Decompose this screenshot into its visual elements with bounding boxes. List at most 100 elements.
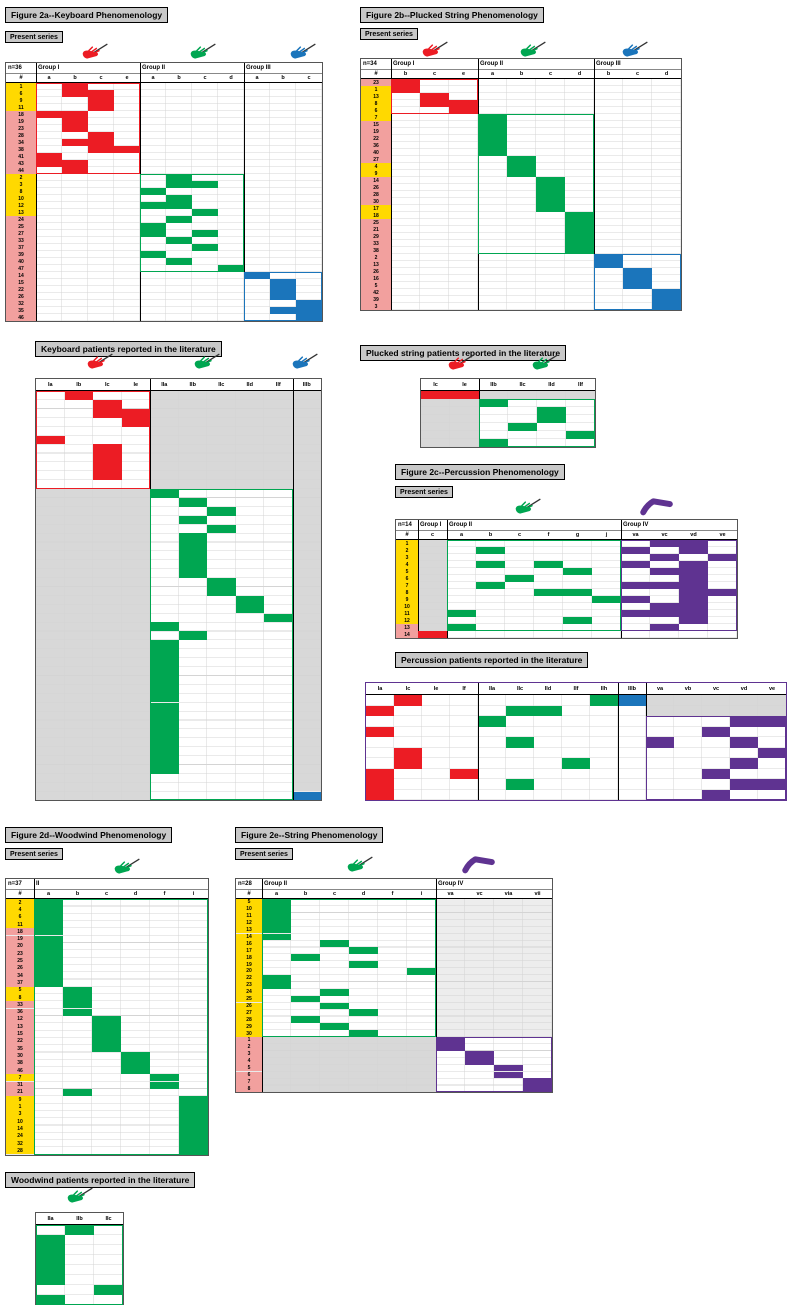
data-cell-G [150,738,179,747]
purple-arm-icon [640,494,674,516]
column-header: b [75,891,80,897]
data-cell-G [534,561,563,568]
data-cell-G [207,524,236,534]
row-number: 12 [6,202,36,209]
green-hand-icon [112,857,146,879]
row-number: 9 [6,1096,34,1104]
green-hand-icon [345,855,379,877]
column-header: IIa [161,382,168,388]
column-header: IIb [189,382,196,388]
column-header: Ia [47,382,53,388]
column-header: Ib [76,382,82,388]
data-cell-G [349,1009,378,1017]
data-cell-B [296,314,322,321]
fig2d-present-series-label: Present series [5,848,63,860]
data-cell-G [537,415,566,423]
data-cell-G [349,1030,378,1037]
row-number-rule [391,59,392,310]
row-number-header: # [18,891,22,897]
data-cell-G [140,202,166,209]
row-number: 1 [361,86,391,93]
data-cell-G [291,954,320,962]
data-cell-P [679,547,708,554]
fig2a-present-series-label: Present series [5,31,63,43]
pl-lit-title: Plucked string patients reported in the … [360,345,567,361]
data-cell-P [621,547,650,554]
row-number: 12 [396,617,418,624]
row-number: 5 [361,282,391,289]
row-number: 6 [236,1071,262,1079]
column-header: Ia [377,686,383,692]
column-header: c [635,71,640,77]
row-number: 37 [6,979,34,987]
column-header: c [517,532,522,538]
column-header: IIb [490,382,497,388]
data-cell-P [494,1064,523,1072]
data-cell-P [523,1085,552,1093]
data-cell-G [562,758,590,769]
data-cell-G [479,399,508,407]
data-cell-P [646,737,674,748]
group-boundary-rule [292,379,294,801]
row-number: 26 [6,293,36,300]
data-cell-P [708,554,737,561]
header-rule [236,898,552,899]
data-cell-G [565,226,594,233]
data-cell-R [62,125,88,132]
kb-lit-table: Ia Ib Ic Ie IIa IIb IIc IId IIf IIIb [35,378,322,802]
data-cell-B [652,303,681,310]
data-cell-P [758,747,786,758]
row-number: 18 [361,212,391,219]
row-number: 28 [361,191,391,198]
header-mid-rule [6,888,208,890]
data-cell-G [34,942,63,951]
row-number-rule [34,879,35,1155]
data-cell-P [650,540,679,547]
ww-lit-title: Woodwind patients reported in the litera… [5,1172,196,1188]
row-number: 11 [396,610,418,617]
row-number-rule [418,520,419,638]
row-number: 29 [361,233,391,240]
row-number: 27 [6,230,36,237]
data-cell-G [65,1225,94,1235]
fig2a-table: n=36 # Group I Group II Group III a b c e a b c d a b c… [5,62,323,322]
data-cell-P [679,575,708,582]
row-number: 9 [396,596,418,603]
data-cell-P [679,589,708,596]
data-cell-P [679,596,708,603]
column-header: IIb [76,1216,83,1222]
row-number: 3 [6,181,36,188]
row-number: 38 [6,146,36,153]
data-cell-G [166,195,192,202]
data-cell-R [121,417,150,427]
column-header: vc [661,532,668,538]
row-number: 8 [361,100,391,107]
data-cell-G [478,135,507,142]
row-number: 18 [6,111,36,118]
data-cell-G [478,128,507,135]
row-number: 33 [6,1001,34,1009]
blue-hand-icon [620,40,654,62]
data-cell-G [534,705,562,716]
data-cell-G [36,1255,65,1265]
row-number: 11 [6,104,36,111]
row-number-header: # [247,891,251,897]
data-cell-G [536,191,565,198]
row-number: 43 [6,160,36,167]
group-boundary-rule [478,59,479,310]
data-cell-P [679,568,708,575]
row-number: 23 [361,79,391,86]
data-cell-G [166,237,192,244]
data-cell-P [650,610,679,617]
data-cell-P [730,716,758,727]
header-rule [6,82,322,83]
data-cell-G [192,181,218,188]
row-number: 31 [6,1081,34,1089]
column-header: i [192,891,195,897]
data-cell-G [565,233,594,240]
row-number: 26 [361,184,391,191]
data-cell-B [296,300,322,307]
row-number: 2 [361,254,391,261]
data-cell-G [506,737,534,748]
column-header: vd [740,686,748,692]
